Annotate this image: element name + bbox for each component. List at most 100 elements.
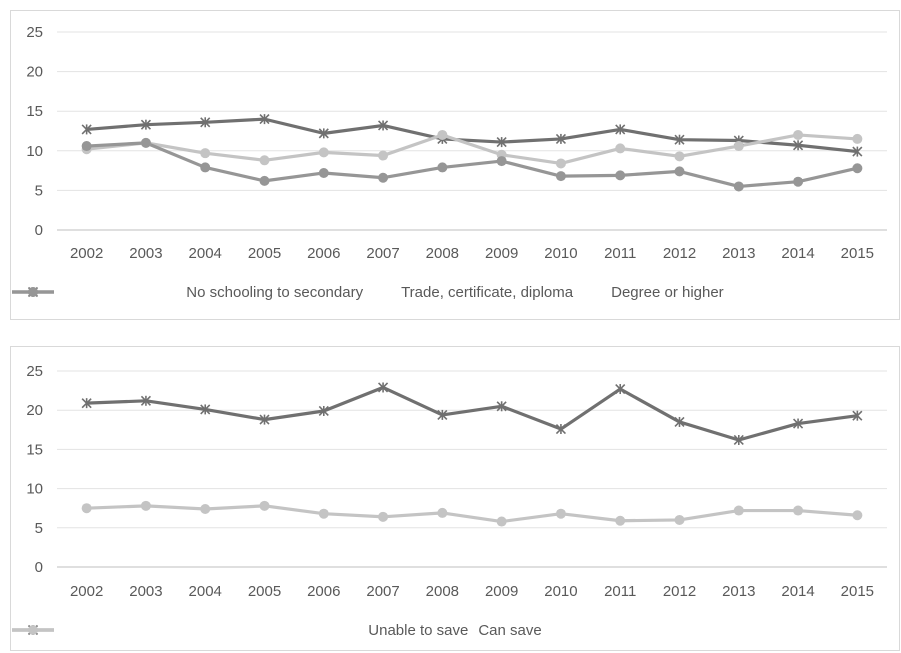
- y-tick-label: 20: [26, 64, 43, 81]
- series-markers-can-save: [81, 500, 863, 527]
- point-trade-certificate-diploma-2004: [200, 148, 211, 159]
- legend-item-can-save: Can save: [12, 622, 542, 639]
- point-unable-to-save-2011: [615, 383, 626, 395]
- saving-chart-panel: 0 5 10 15 20 25 2002 2003 2004 2005 2006 2007 2008 20…: [10, 346, 900, 651]
- series-line-no-schooling-to-secondary: [86, 117, 858, 154]
- point-unable-to-save-2007: [378, 382, 389, 393]
- y-tick-label: 20: [26, 402, 43, 419]
- x-tick-label-2013: 2013: [722, 583, 755, 600]
- series-markers-no-schooling-to-secondary: [81, 114, 863, 157]
- point-trade-certificate-diploma-2006: [318, 147, 329, 158]
- legend-item-trade-certificate-diploma: Trade, certificate, diploma: [12, 284, 574, 301]
- legend-label: Unable to save: [368, 622, 469, 639]
- point-no-schooling-to-secondary-2004: [200, 117, 211, 128]
- x-tick-label-2005: 2005: [248, 245, 281, 262]
- point-unable-to-save-2015: [852, 410, 863, 421]
- point-degree-or-higher-2010: [555, 171, 566, 182]
- point-can-save-2007: [378, 511, 389, 522]
- series-markers-unable-to-save: [81, 382, 863, 446]
- point-can-save-2003: [140, 500, 151, 511]
- x-tick-label-2003: 2003: [129, 583, 162, 600]
- point-unable-to-save-2004: [200, 404, 211, 415]
- x-tick-label-2012: 2012: [663, 245, 696, 262]
- legend-marker: [28, 287, 38, 297]
- x-tick-label-2010: 2010: [544, 245, 577, 262]
- legend-swatch-degree-or-higher: [12, 287, 54, 297]
- point-trade-certificate-diploma-2010: [555, 158, 566, 169]
- point-trade-certificate-diploma-2011: [615, 143, 626, 154]
- y-tick-label: 0: [35, 559, 43, 576]
- point-trade-certificate-diploma-2005: [259, 155, 270, 166]
- x-tick-label-2006: 2006: [307, 245, 340, 262]
- point-unable-to-save-2010: [555, 423, 566, 435]
- series-markers-degree-or-higher: [81, 137, 863, 192]
- x-tick-label-2011: 2011: [604, 245, 636, 262]
- x-tick-label-2007: 2007: [366, 583, 399, 600]
- point-trade-certificate-diploma-2013: [733, 141, 744, 152]
- point-can-save-2013: [733, 505, 744, 516]
- y-tick-label: 5: [35, 182, 43, 199]
- point-no-schooling-to-secondary-2006: [318, 128, 329, 139]
- point-degree-or-higher-2011: [615, 170, 626, 181]
- legend-label: No schooling to secondary: [186, 284, 364, 301]
- legend-label: Degree or higher: [611, 284, 724, 301]
- legend-item-unable-to-save: Unable to save: [12, 622, 469, 639]
- point-can-save-2002: [81, 503, 92, 514]
- point-unable-to-save-2003: [140, 395, 151, 406]
- point-can-save-2004: [200, 503, 211, 514]
- point-can-save-2011: [615, 515, 626, 526]
- point-can-save-2006: [318, 508, 329, 519]
- education-line-chart: 0 5 10 15 20 25 2002 2003 2004 2005 2006 2007 2008 20…: [26, 24, 887, 262]
- y-tick-label: 25: [26, 24, 43, 41]
- point-can-save-2012: [674, 514, 685, 525]
- legend-item-no-schooling-to-secondary: No schooling to secondary: [12, 284, 364, 301]
- point-unable-to-save-2002: [81, 398, 92, 409]
- x-tick-label-2004: 2004: [189, 583, 222, 600]
- point-degree-or-higher-2002: [81, 141, 92, 152]
- point-degree-or-higher-2014: [793, 176, 804, 187]
- x-tick-label-2009: 2009: [485, 583, 518, 600]
- series-line-degree-or-higher: [86, 141, 858, 189]
- point-no-schooling-to-secondary-2005: [259, 114, 270, 125]
- point-can-save-2008: [437, 507, 448, 518]
- x-tick-label-2015: 2015: [841, 583, 874, 600]
- point-can-save-2009: [496, 516, 507, 527]
- point-degree-or-higher-2005: [259, 175, 270, 186]
- x-tick-label-2002: 2002: [70, 583, 103, 600]
- point-no-schooling-to-secondary-2011: [615, 124, 626, 135]
- x-tick-label-2006: 2006: [307, 583, 340, 600]
- saving-line-chart: 0 5 10 15 20 25 2002 2003 2004 2005 2006 2007 2008 20…: [26, 363, 887, 600]
- series-line-trade-certificate-diploma: [86, 133, 858, 166]
- x-tick-label-2004: 2004: [189, 245, 222, 262]
- point-can-save-2014: [793, 505, 804, 516]
- point-unable-to-save-2008: [437, 409, 448, 420]
- x-tick-label-2005: 2005: [248, 583, 281, 600]
- point-degree-or-higher-2013: [733, 181, 744, 192]
- x-tick-label-2002: 2002: [70, 245, 103, 262]
- point-unable-to-save-2009: [496, 401, 507, 412]
- x-tick-label-2008: 2008: [426, 245, 459, 262]
- series-line-unable-to-save: [86, 385, 858, 442]
- legend-label: Trade, certificate, diploma: [401, 284, 574, 301]
- x-tick-label-2012: 2012: [663, 583, 696, 600]
- y-tick-label: 0: [35, 222, 43, 239]
- point-trade-certificate-diploma-2008: [437, 129, 448, 140]
- point-trade-certificate-diploma-2012: [674, 151, 685, 162]
- y-tick-label: 25: [26, 363, 43, 380]
- x-tick-label-2014: 2014: [781, 245, 814, 262]
- x-tick-label-2008: 2008: [426, 583, 459, 600]
- x-tick-label-2015: 2015: [841, 245, 874, 262]
- saving-chart-legend: Unable to save Can save: [11, 622, 899, 639]
- point-unable-to-save-2014: [793, 418, 804, 429]
- education-chart-panel: 0 5 10 15 20 25 2002 2003 2004 2005 2006 2007 2008 20…: [10, 10, 900, 320]
- point-no-schooling-to-secondary-2002: [81, 124, 92, 135]
- point-degree-or-higher-2003: [140, 137, 151, 148]
- y-tick-label: 10: [26, 481, 43, 498]
- legend-swatch-can-save: [12, 625, 54, 635]
- point-unable-to-save-2005: [259, 414, 270, 425]
- series-line-can-save: [86, 504, 858, 524]
- point-no-schooling-to-secondary-2003: [140, 119, 151, 130]
- point-degree-or-higher-2007: [378, 172, 389, 183]
- point-unable-to-save-2012: [674, 416, 685, 428]
- x-tick-label-2013: 2013: [722, 245, 755, 262]
